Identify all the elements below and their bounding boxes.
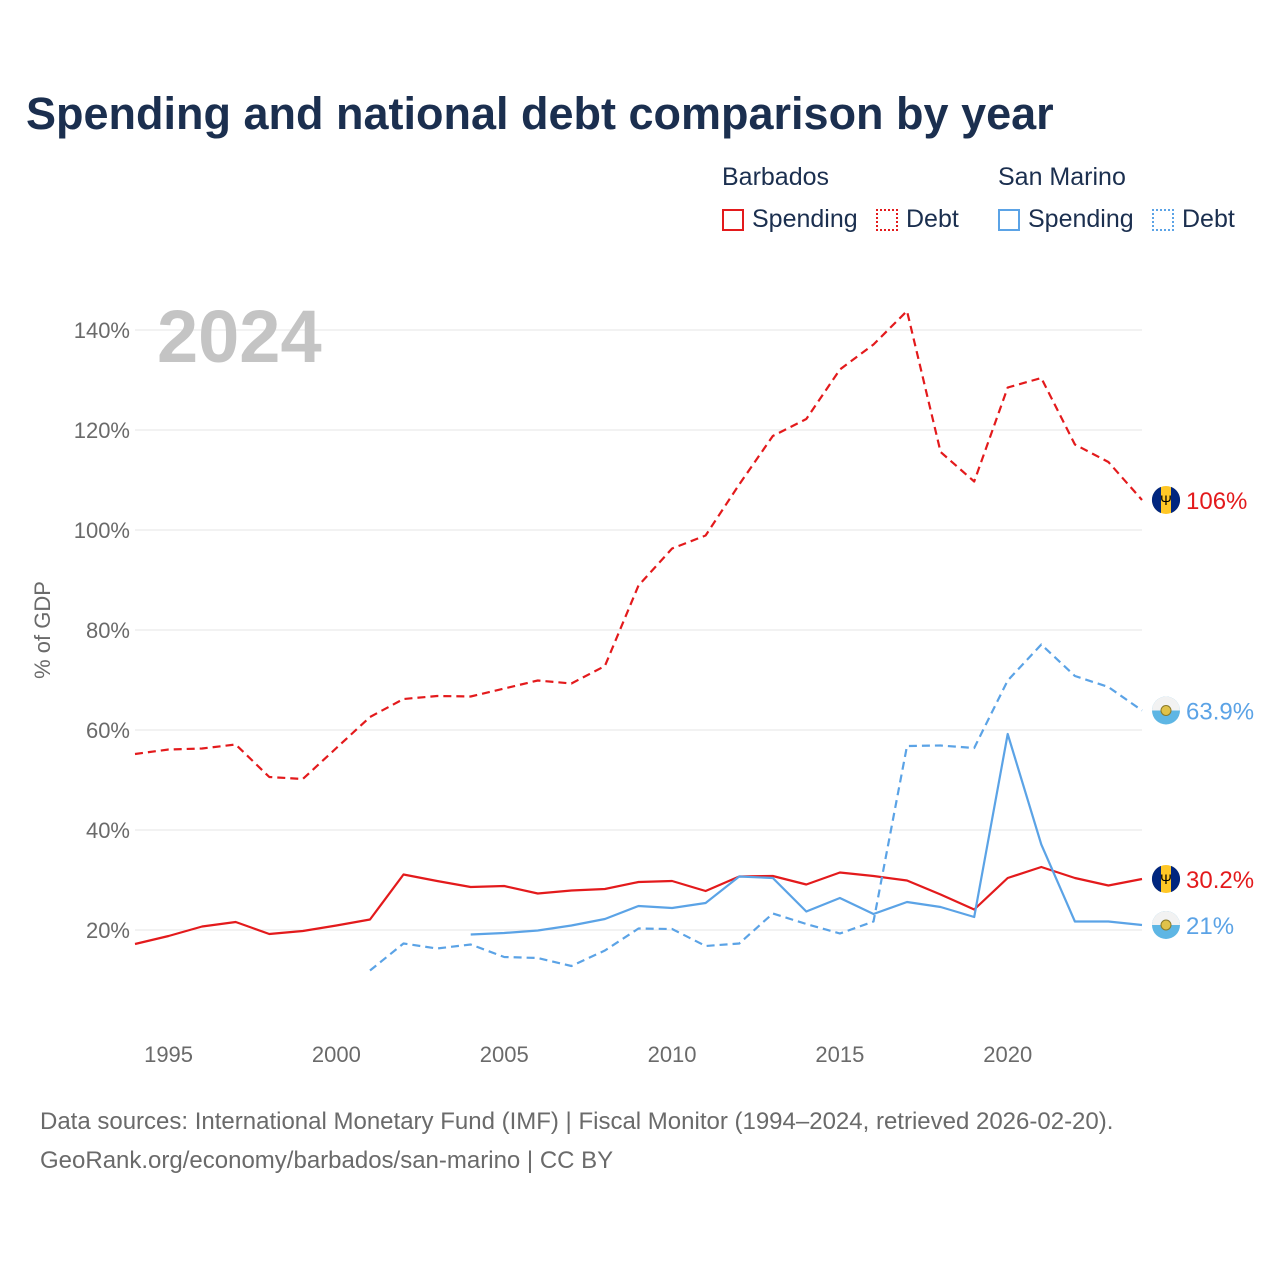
- flag-emblem: [1160, 919, 1172, 931]
- grid: [135, 329, 1142, 931]
- san-marino-flag-icon: [1152, 911, 1180, 939]
- flag-emblem: [1160, 705, 1172, 716]
- legend-item-san-marino-spending[interactable]: Spending: [998, 205, 1134, 234]
- trident-glyph: Ψ: [1160, 492, 1172, 508]
- legend-item-san-marino-debt[interactable]: Debt: [1152, 205, 1235, 234]
- series-line-san-marino-spending: [470, 732, 1143, 936]
- legend-group-barbados: Barbados: [722, 163, 830, 191]
- flag-blue-right: [1171, 486, 1181, 514]
- legend-group-san-marino: San Marino: [998, 163, 1126, 191]
- series-line-barbados-debt: [134, 309, 1143, 781]
- y-tick-label: 80%: [86, 618, 130, 643]
- y-tick-label: 20%: [86, 918, 130, 943]
- legend-item-barbados-debt[interactable]: Debt: [876, 205, 959, 234]
- flag-blue-right: [1171, 865, 1181, 893]
- legend-item-barbados-spending[interactable]: Spending: [722, 205, 858, 234]
- y-tick-label: 40%: [86, 818, 130, 843]
- flag-blue-left: [1151, 865, 1161, 893]
- source-url[interactable]: GeoRank.org/economy/barbados/san-marino …: [40, 1147, 614, 1174]
- x-tick-label: 2000: [312, 1042, 361, 1067]
- line-chart: 2024 20% 40% 60% 80% 100% 120% 140% 1995 2000 200…: [30, 295, 1254, 1067]
- end-value-label: 30.2%: [1186, 867, 1254, 894]
- legend-swatch-solid-icon: [722, 208, 744, 231]
- series-line-barbados-spending: [134, 865, 1143, 946]
- legend-label: Debt: [906, 205, 959, 233]
- x-tick-label: 2015: [815, 1042, 864, 1067]
- flag-blue-left: [1151, 486, 1161, 514]
- y-tick-label: 120%: [74, 418, 130, 443]
- x-tick-label: 2005: [480, 1042, 529, 1067]
- barbados-flag-icon: Ψ: [1151, 865, 1181, 893]
- legend-label: Spending: [1028, 205, 1134, 233]
- y-tick-label: 100%: [74, 518, 130, 543]
- source-line: Data sources: International Monetary Fun…: [40, 1108, 1114, 1135]
- y-tick-label: 60%: [86, 718, 130, 743]
- chart-title: Spending and national debt comparison by…: [26, 88, 1054, 139]
- series-line-san-marino-debt: [369, 643, 1143, 972]
- x-tick-label: 2020: [983, 1042, 1032, 1067]
- end-value-label: 63.9%: [1186, 699, 1254, 726]
- barbados-flag-icon: Ψ: [1151, 486, 1181, 514]
- legend-label: Spending: [752, 205, 858, 233]
- legend-swatch-dotted-icon: [876, 208, 898, 231]
- y-tick-label: 140%: [74, 318, 130, 343]
- flag-white: [1152, 911, 1180, 925]
- legend-label: Debt: [1182, 205, 1235, 233]
- x-tick-label: 1995: [144, 1042, 193, 1067]
- axes: 20% 40% 60% 80% 100% 120% 140% 1995 2000 2005 2010…: [30, 318, 1032, 1067]
- x-tick-label: 2010: [648, 1042, 697, 1067]
- legend-swatch-dotted-icon: [1152, 208, 1174, 231]
- end-value-label: 106%: [1186, 488, 1247, 515]
- flag-white: [1152, 696, 1181, 711]
- series-lines: [134, 309, 1143, 972]
- end-labels: Ψ 30.2% Ψ 106% 21% 63.9%: [1151, 486, 1254, 940]
- y-axis-label: % of GDP: [30, 581, 55, 679]
- san-marino-flag-icon: [1152, 696, 1181, 725]
- end-value-label: 21%: [1186, 913, 1234, 940]
- year-watermark: 2024: [157, 295, 322, 378]
- legend-swatch-solid-icon: [998, 208, 1020, 231]
- trident-glyph: Ψ: [1160, 871, 1172, 887]
